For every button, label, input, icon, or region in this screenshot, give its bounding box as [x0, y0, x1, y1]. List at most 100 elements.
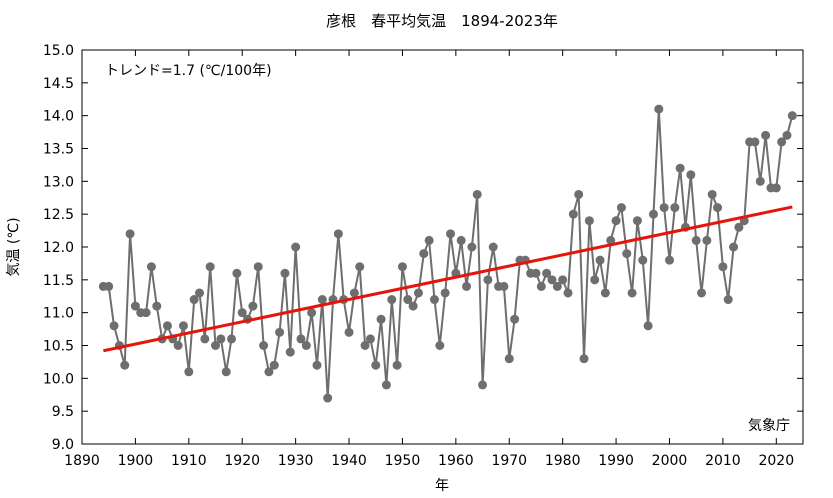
chart-title: 彦根 春平均気温 1894-2023年 [326, 12, 558, 30]
x-tick-label: 1910 [171, 453, 207, 469]
data-point [130, 301, 140, 311]
data-point [478, 380, 488, 390]
data-point [456, 235, 466, 245]
y-tick-label: 13.0 [43, 174, 74, 190]
x-tick-label: 1960 [438, 453, 474, 469]
data-point [584, 216, 594, 226]
data-point [333, 229, 343, 239]
x-tick-label: 2020 [758, 453, 794, 469]
data-point [734, 222, 744, 232]
y-tick-label: 11.0 [43, 306, 74, 322]
data-point [275, 327, 285, 337]
y-tick-label: 12.5 [43, 207, 74, 223]
data-point [259, 341, 269, 350]
data-point [536, 281, 546, 291]
trend-annotation: トレンド=1.7 (℃/100年) [105, 63, 272, 79]
data-point [446, 229, 456, 239]
data-point [429, 295, 439, 305]
data-point [707, 189, 717, 199]
y-tick-label: 10.0 [43, 371, 74, 387]
data-point [488, 242, 498, 252]
data-point [413, 288, 423, 298]
data-point [659, 203, 669, 213]
data-point [291, 242, 301, 252]
data-point [435, 341, 445, 350]
trend-line [103, 205, 793, 353]
x-axis: 1890 1900 1910 1920 1930 1940 1950 1960 1970 1980… [64, 50, 794, 469]
data-point [510, 314, 520, 324]
data-point [349, 288, 359, 298]
data-point [579, 354, 589, 364]
data-point [344, 327, 354, 337]
data-point [205, 262, 215, 272]
x-tick-label: 1970 [491, 453, 527, 469]
data-point [419, 249, 429, 259]
data-point [606, 235, 616, 245]
data-point [558, 275, 568, 285]
series-line [103, 109, 794, 399]
data-point [563, 288, 573, 298]
data-point [499, 281, 509, 291]
data-point [312, 360, 322, 370]
data-point [638, 255, 648, 265]
data-point [600, 288, 610, 298]
x-tick-label: 2000 [652, 453, 688, 469]
x-tick-label: 1920 [224, 453, 260, 469]
y-tick-label: 14.5 [43, 76, 74, 92]
y-tick-label: 9.0 [52, 437, 74, 453]
data-point [531, 268, 541, 278]
data-point [141, 308, 151, 318]
data-point [381, 380, 391, 390]
data-point [285, 347, 295, 357]
y-tick-label: 11.5 [43, 273, 74, 289]
data-point [360, 341, 370, 350]
data-point [718, 262, 728, 272]
data-point [323, 393, 333, 403]
x-tick-label: 1890 [64, 453, 100, 469]
x-tick-label: 1990 [598, 453, 634, 469]
data-point [632, 216, 642, 226]
data-point [216, 334, 226, 344]
data-point [622, 249, 632, 259]
data-point [729, 242, 739, 252]
data-point [120, 360, 130, 370]
data-point [462, 281, 472, 291]
data-point [178, 321, 188, 331]
y-axis: 9.0 9.5 10.0 10.5 11.0 11.5 12.0 12.5 13.0 13.5 14… [43, 43, 803, 453]
data-point [761, 130, 771, 140]
x-tick-label: 1900 [118, 453, 154, 469]
data-point [387, 295, 397, 305]
data-point [104, 281, 114, 291]
data-point [771, 183, 781, 193]
data-point [483, 275, 493, 285]
y-tick-label: 9.5 [52, 404, 74, 420]
x-tick-label: 1950 [385, 453, 421, 469]
x-tick-label: 1980 [545, 453, 581, 469]
data-point [568, 209, 578, 219]
x-tick-label: 1930 [278, 453, 314, 469]
data-point [777, 137, 787, 147]
data-point [697, 288, 707, 298]
data-point [440, 288, 450, 298]
data-point [232, 268, 242, 278]
data-point [237, 308, 247, 318]
data-point [595, 255, 605, 265]
data-point [365, 334, 375, 344]
data-point [376, 314, 386, 324]
data-point [248, 301, 258, 311]
data-point [253, 262, 263, 272]
data-point [424, 235, 434, 245]
data-point [194, 288, 204, 298]
y-axis-label: 気温 (℃) [6, 217, 22, 276]
data-point [787, 111, 797, 121]
data-point [654, 104, 664, 114]
data-point [152, 301, 162, 311]
data-point [200, 334, 210, 344]
data-point [162, 321, 172, 331]
data-point [227, 334, 237, 344]
data-point [301, 341, 311, 350]
y-tick-label: 10.5 [43, 339, 74, 355]
y-tick-label: 15.0 [43, 43, 74, 59]
data-point [670, 203, 680, 213]
data-point [280, 268, 290, 278]
